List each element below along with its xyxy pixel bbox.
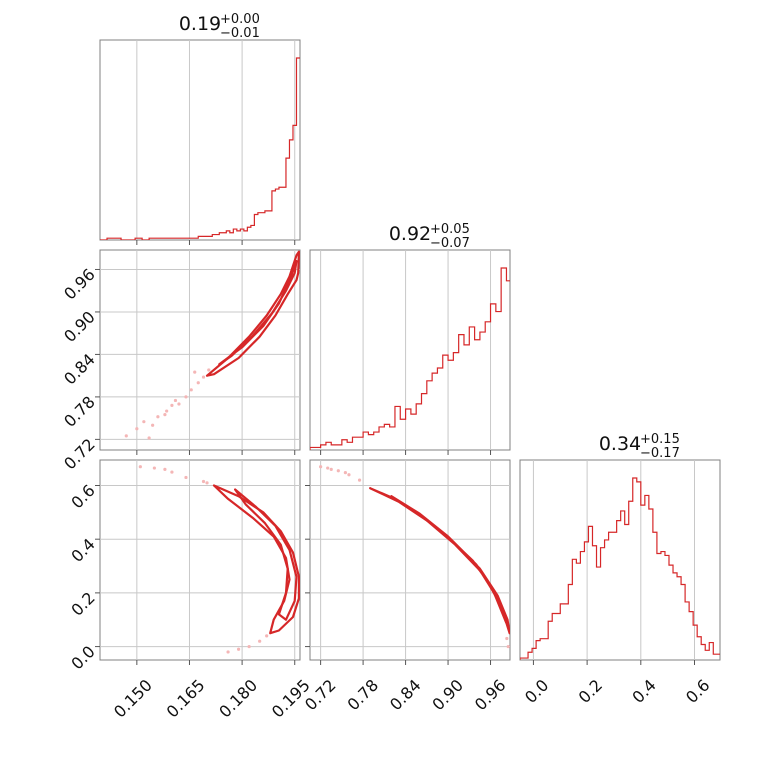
title-param1-minus: −0.07: [430, 236, 470, 251]
pair-0-2-point-6: [236, 647, 241, 651]
pair-0-2-point-5: [247, 644, 251, 649]
pair-0-2-point-4: [201, 479, 206, 484]
pair-0-2-yticklabel-0: 0.0: [67, 642, 98, 673]
pair-1-2-point-4: [357, 478, 362, 482]
hist2-xticklabel-3: 0.6: [682, 676, 713, 707]
title-param0-plus: +0.00: [220, 12, 260, 27]
pair-0-1-point-6: [184, 395, 188, 399]
pair-1-2-point-5: [506, 644, 510, 649]
pair-1-2-xticklabel-3: 0.90: [428, 676, 467, 715]
pair-1-2-frame: [309, 459, 511, 661]
title-param2-minus: −0.17: [640, 446, 680, 461]
hist1-plot-area: [310, 267, 510, 450]
pair-1-2-xticklabel-4: 0.96: [471, 676, 510, 715]
title-param0: 0.19: [179, 13, 221, 35]
scatter-panel-param0-vs-param2: 0.00.20.40.60.150 0.165 0.180 0.195: [67, 459, 314, 722]
hist0-histogram-steps: [100, 57, 300, 240]
pair-0-1-contour-0: [205, 250, 300, 377]
title-param0-minus: −0.01: [220, 26, 260, 41]
pair-0-1-point-16: [151, 423, 155, 427]
pair-1-2-contour-1: [390, 495, 508, 624]
pair-0-1-yticklabel-2: 0.84: [60, 350, 99, 389]
pair-0-2-yticklabel-1: 0.2: [67, 588, 98, 619]
pair-0-2-point-8: [265, 634, 269, 638]
pair-1-2-point-1: [326, 466, 330, 470]
hist2-xticklabel-0: 0.0: [521, 676, 552, 707]
pair-0-2-point-10: [163, 467, 167, 471]
pair-0-1-point-1: [147, 436, 151, 440]
pair-0-2-xticklabel-2: 0.180: [215, 676, 261, 722]
title-param2: 0.34: [599, 433, 641, 455]
pair-0-2-yticklabel-3: 0.6: [67, 481, 98, 512]
pair-1-2-point-3: [347, 473, 351, 477]
pair-0-2-point-1: [152, 466, 156, 470]
histogram-panel-param0: [99, 39, 301, 245]
scatter-panel-param1-vs-param2: 0.72 0.78 0.84 0.90 0.96: [301, 459, 511, 715]
pair-0-2-point-2: [170, 470, 174, 474]
title-param2-plus: +0.15: [640, 432, 680, 447]
pair-0-1-point-13: [173, 398, 178, 403]
pair-0-1-point-2: [156, 415, 160, 419]
hist0-plot-area: [100, 57, 300, 240]
hist2-histogram-steps: [520, 477, 720, 660]
pair-0-1-point-12: [207, 368, 211, 372]
hist0-frame: [99, 39, 301, 241]
hist1-histogram-steps: [310, 267, 510, 450]
pair-0-2-point-0: [138, 465, 142, 469]
hist1-frame: [309, 249, 511, 451]
pair-0-2-point-3: [184, 475, 188, 480]
hist2-xticklabel-1: 0.2: [575, 676, 606, 707]
pair-0-1-contour-1: [218, 259, 298, 366]
pair-0-1-point-9: [201, 375, 206, 379]
title-param1: 0.92: [389, 223, 431, 245]
pair-0-1-yticklabel-1: 0.78: [60, 392, 99, 431]
pair-0-2-point-9: [226, 650, 230, 654]
pair-0-1-point-4: [170, 403, 174, 407]
pair-0-1-point-15: [193, 370, 197, 374]
pair-0-2-contour-1: [234, 488, 298, 621]
hist2-plot-area: [520, 477, 720, 660]
pair-0-1-point-0: [142, 420, 146, 424]
pair-0-1-plot-area: [124, 250, 300, 440]
pair-1-2-point-2: [336, 469, 340, 473]
pair-0-1-yticklabel-4: 0.96: [60, 265, 99, 304]
pair-1-2-xticklabel-0: 0.72: [301, 676, 340, 715]
pair-0-1-point-5: [177, 402, 181, 406]
pair-0-2-point-7: [258, 639, 262, 643]
pair-0-1-point-8: [196, 381, 200, 385]
histogram-panel-param2: 0.0 0.2 0.4 0.6: [519, 459, 721, 707]
pair-0-1-yticklabel-3: 0.90: [60, 307, 99, 346]
pair-0-1-yticklabel-0: 0.72: [60, 435, 99, 474]
pair-1-2-plot-area: [319, 465, 510, 649]
pair-0-1-point-3: [165, 409, 169, 413]
pair-0-1-point-10: [124, 434, 128, 438]
pair-0-2-xticklabel-0: 0.150: [110, 676, 156, 722]
scatter-panel-param0-vs-param1: 0.72 0.780.84 0.900.96: [60, 249, 301, 474]
pair-1-2-xticklabel-2: 0.84: [386, 676, 425, 715]
pair-0-2-plot-area: [138, 465, 300, 654]
histogram-panel-param1: [309, 249, 511, 455]
pair-0-2-point-11: [205, 481, 209, 485]
pair-1-2-point-8: [343, 471, 347, 475]
pair-0-2-xticklabel-1: 0.165: [163, 676, 209, 722]
pair-0-1-frame: [99, 249, 301, 451]
pair-1-2-point-0: [319, 465, 323, 469]
title-param1-plus: +0.05: [430, 222, 470, 237]
hist2-xticklabel-2: 0.4: [628, 676, 659, 707]
pair-1-2-point-6: [505, 636, 509, 641]
pair-0-1-point-14: [163, 413, 167, 417]
pair-1-2-point-7: [329, 467, 333, 471]
pair-0-1-point-7: [189, 388, 193, 392]
pair-0-2-yticklabel-2: 0.4: [67, 535, 98, 566]
pair-0-1-point-11: [135, 427, 139, 431]
hist2-frame: [519, 459, 721, 661]
pair-1-2-xticklabel-1: 0.78: [343, 676, 382, 715]
pair-0-2-frame: [99, 459, 301, 661]
